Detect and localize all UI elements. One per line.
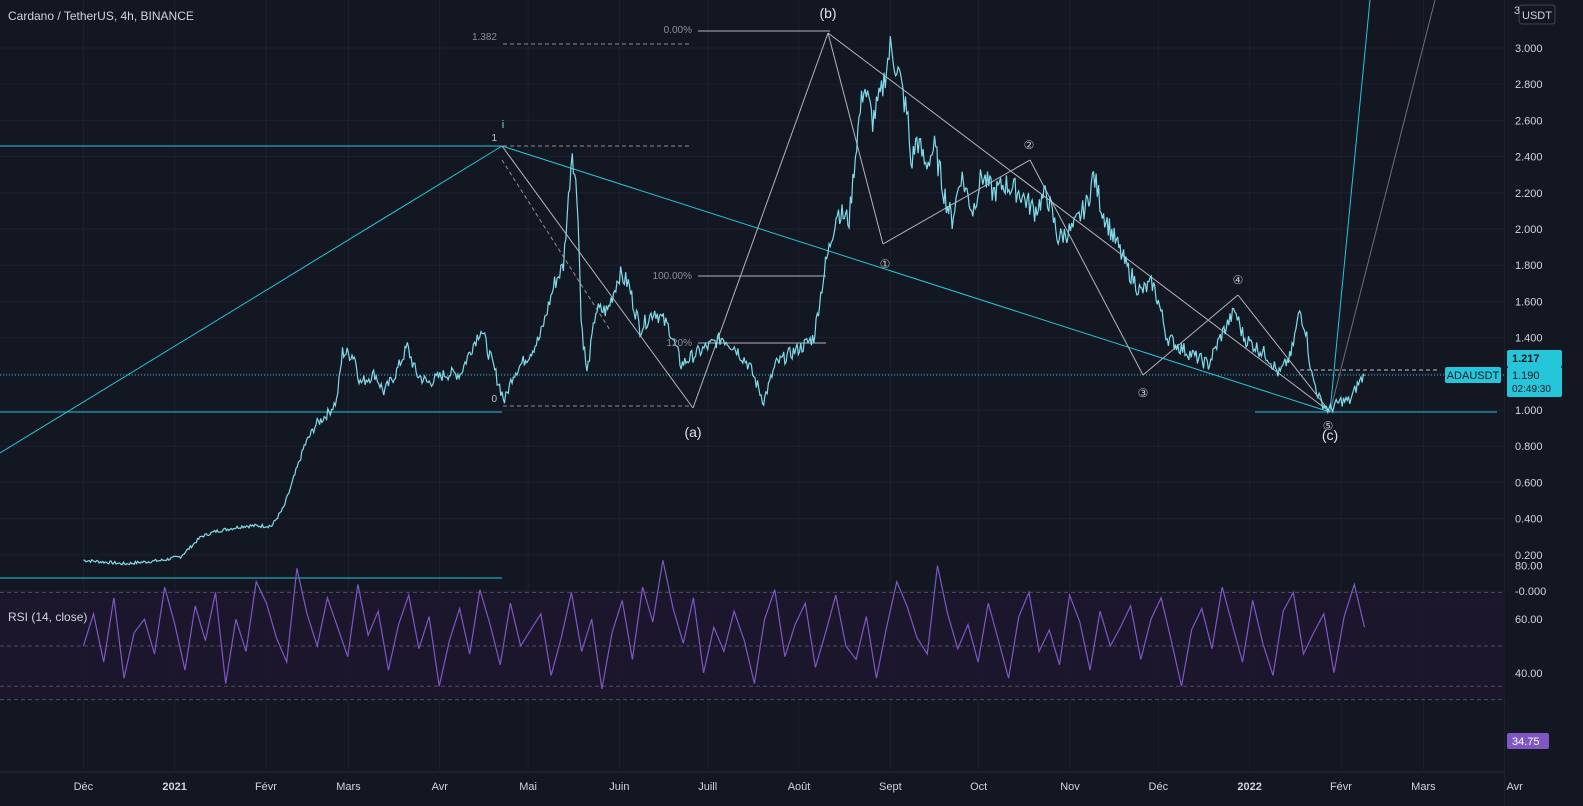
projection-line[interactable] <box>1329 0 1371 413</box>
price-tick-label: 2.400 <box>1515 152 1543 164</box>
time-tick-label: 2022 <box>1237 781 1261 793</box>
price-tick-label: 1.800 <box>1515 260 1543 272</box>
currency-button-label[interactable]: USDT <box>1522 10 1552 22</box>
time-tick-label: Févr <box>1330 781 1352 793</box>
price-tick-label: 0.800 <box>1515 441 1543 453</box>
price-tick-label: 2.000 <box>1515 224 1543 236</box>
trendline-rise[interactable] <box>0 145 503 454</box>
time-tick-label: Déc <box>74 781 94 793</box>
wave-label-a: (a) <box>684 424 701 440</box>
time-tick-label: Févr <box>255 781 277 793</box>
rsi-series <box>82 560 1366 690</box>
time-tick-label: 2021 <box>162 781 186 793</box>
sub-wave-3[interactable] <box>1029 159 1144 376</box>
price-tick-label: 1.400 <box>1515 333 1543 345</box>
fib-label-120pct: 120% <box>666 338 692 349</box>
corrective-dashed[interactable] <box>501 159 611 331</box>
price-series <box>83 36 1365 566</box>
alert-price-tag-bg[interactable] <box>1507 350 1562 367</box>
time-tick-label: Déc <box>1149 781 1169 793</box>
wave-label-b: (b) <box>819 5 836 21</box>
rsi-line <box>82 560 1366 690</box>
wave-label-4: ④ <box>1233 273 1244 287</box>
wave-a-leg[interactable] <box>501 145 694 409</box>
fib-label-0pct: 0.00% <box>664 25 692 36</box>
fib-label-1: 1 <box>491 133 497 144</box>
rsi-band <box>0 591 1505 701</box>
countdown-value: 02:49:30 <box>1512 384 1551 395</box>
time-tick-label: Nov <box>1060 781 1080 793</box>
fib-label-1382: 1.382 <box>472 32 497 43</box>
time-tick-label: Sept <box>879 781 902 793</box>
last-price-tag-bg[interactable] <box>1507 367 1562 397</box>
wave-label-5: ⑤ <box>1323 419 1334 433</box>
sub-wave-1[interactable] <box>827 32 884 245</box>
wave-label-2: ② <box>1024 138 1035 152</box>
rsi-value-tag-bg[interactable] <box>1507 733 1549 749</box>
price-tick-label: 3.000 <box>1515 43 1543 55</box>
currency-button-bg[interactable] <box>1518 4 1556 25</box>
rsi-tick-label: 80.00 <box>1515 561 1543 573</box>
price-tick-label: 2.800 <box>1515 79 1543 91</box>
price-tick-label: 0.200 <box>1515 550 1543 562</box>
time-tick-label: Avr <box>1507 781 1524 793</box>
rsi-tick-label: 60.00 <box>1515 614 1543 626</box>
sub-wave-2[interactable] <box>882 159 1031 245</box>
fib-label-100pct: 100.00% <box>653 271 693 282</box>
wave-label-i: i <box>502 119 504 131</box>
last-price-value: 1.190 <box>1512 370 1540 382</box>
wave-label-c: (c) <box>1322 427 1338 443</box>
rsi-tick-label: 40.00 <box>1515 668 1543 680</box>
time-tick-label: Mai <box>519 781 537 793</box>
wave-label-1: ① <box>880 257 891 271</box>
price-tick-label: 1.000 <box>1515 405 1543 417</box>
symbol-tag-bg[interactable] <box>1445 367 1501 383</box>
price-tick-label: 2.200 <box>1515 188 1543 200</box>
symbol-title[interactable]: Cardano / TetherUS, 4h, BINANCE <box>8 9 194 23</box>
time-tick-label: Mars <box>1411 781 1436 793</box>
price-tick-label: 0.600 <box>1515 477 1543 489</box>
price-tick-label: 0.400 <box>1515 514 1543 526</box>
axes[interactable]: -0.0000.2000.4000.6000.8001.0001.2001.40… <box>74 0 1583 806</box>
rsi-title[interactable]: RSI (14, close) <box>8 610 88 624</box>
sub-wave-5[interactable] <box>1237 294 1331 413</box>
trendline-fall[interactable] <box>501 145 1331 413</box>
price-tick-label: 1.600 <box>1515 296 1543 308</box>
symbol-tag-label: ADAUSDT <box>1447 370 1500 382</box>
wave-label-3: ③ <box>1138 386 1149 400</box>
top-corner-digit: 3 <box>1514 5 1520 17</box>
projection-line-faint[interactable] <box>1329 0 1436 413</box>
time-tick-label: Août <box>788 781 811 793</box>
sub-wave-4[interactable] <box>1142 294 1239 376</box>
price-tick-label: 2.600 <box>1515 115 1543 127</box>
time-tick-label: Juill <box>698 781 717 793</box>
alert-price-tag: 1.217 <box>1512 353 1540 365</box>
rsi-value-tag: 34.75 <box>1512 736 1540 748</box>
price-axis-panel[interactable] <box>1505 0 1583 806</box>
time-tick-label: Avr <box>432 781 449 793</box>
fib-label-0: 0 <box>491 394 497 405</box>
price-tick-label: -0.000 <box>1515 586 1546 598</box>
time-tick-label: Oct <box>970 781 987 793</box>
wave-c-leg[interactable] <box>827 32 1331 413</box>
time-tick-label: Juin <box>609 781 629 793</box>
time-tick-label: Mars <box>336 781 361 793</box>
wave-drawings[interactable] <box>0 0 1505 579</box>
price-line <box>83 36 1365 566</box>
